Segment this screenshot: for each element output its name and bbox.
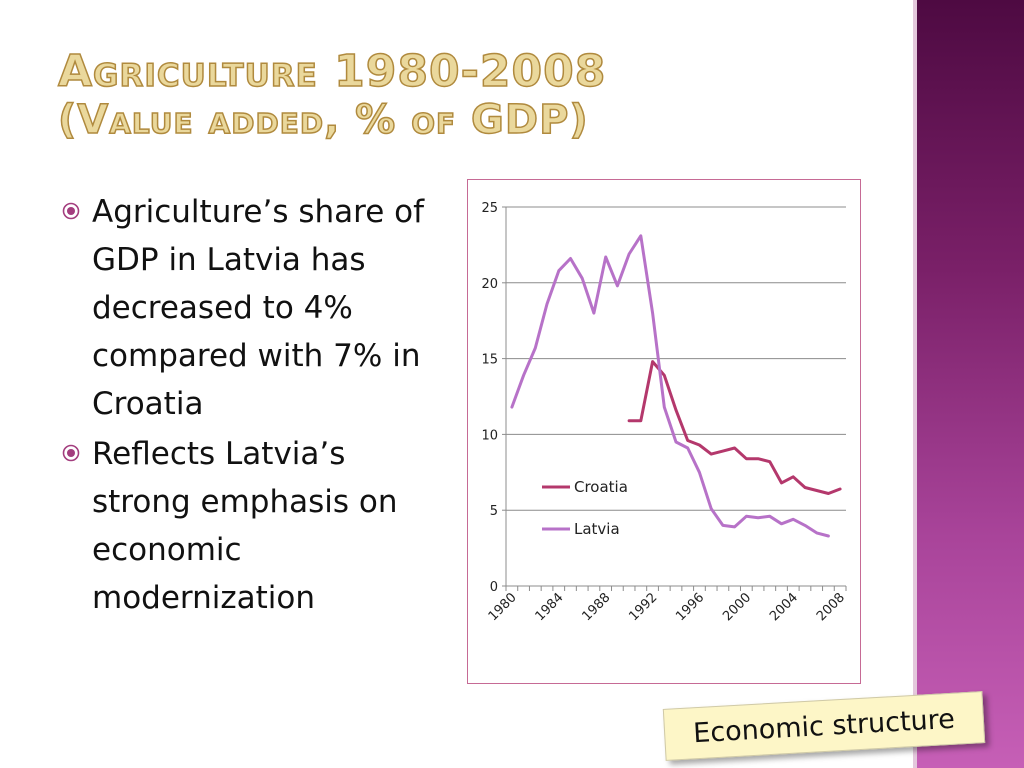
y-tick-label: 5 [490,504,498,519]
bullet-item: Reflects Latvia’s strong emphasis on eco… [62,430,442,622]
x-tick-label: 1996 [673,590,707,624]
x-tick-label: 2004 [767,590,801,624]
x-tick-label: 1992 [626,590,660,624]
legend-label-latvia: Latvia [574,520,620,538]
chart-gridlines [506,206,846,511]
y-tick-label: 15 [481,353,498,368]
x-tick-label: 2008 [814,590,848,624]
series-line-latvia [510,234,830,538]
y-tick-label: 25 [481,201,498,216]
slide-title: Agriculture 1980-2008 (Value added, % of… [57,46,607,143]
circle-bullet-icon [62,202,80,220]
series-line-croatia [627,360,842,495]
x-tick-label: 1980 [486,590,520,624]
title-line-2: (Value added, % of GDP) [57,97,589,143]
x-tick-label: 1984 [533,590,567,624]
title-line-1: Agriculture 1980-2008 [57,46,607,97]
y-tick-label: 10 [481,428,498,443]
y-tick-label: 20 [481,277,498,292]
x-tick-label: 1988 [579,590,613,624]
x-tick-label: 2000 [720,590,754,624]
circle-bullet-icon [62,444,80,462]
bullet-list: Agriculture’s share of GDP in Latvia has… [62,188,442,624]
bullet-text: Reflects Latvia’s strong emphasis on eco… [92,436,398,616]
decorative-side-band [913,0,1024,768]
chart-series [510,234,842,538]
y-tick-label: 0 [490,580,498,595]
chart-legend: Croatia Latvia [542,478,628,538]
line-chart: 0 5 10 15 20 25 1980 1984 1988 1992 1996 2000 2004 20… [467,179,861,684]
chart-svg: 0 5 10 15 20 25 1980 1984 1988 1992 1996 2000 2004 20… [481,201,848,624]
bullet-item: Agriculture’s share of GDP in Latvia has… [62,188,442,428]
bullet-text: Agriculture’s share of GDP in Latvia has… [92,194,425,422]
legend-label-croatia: Croatia [574,478,628,496]
